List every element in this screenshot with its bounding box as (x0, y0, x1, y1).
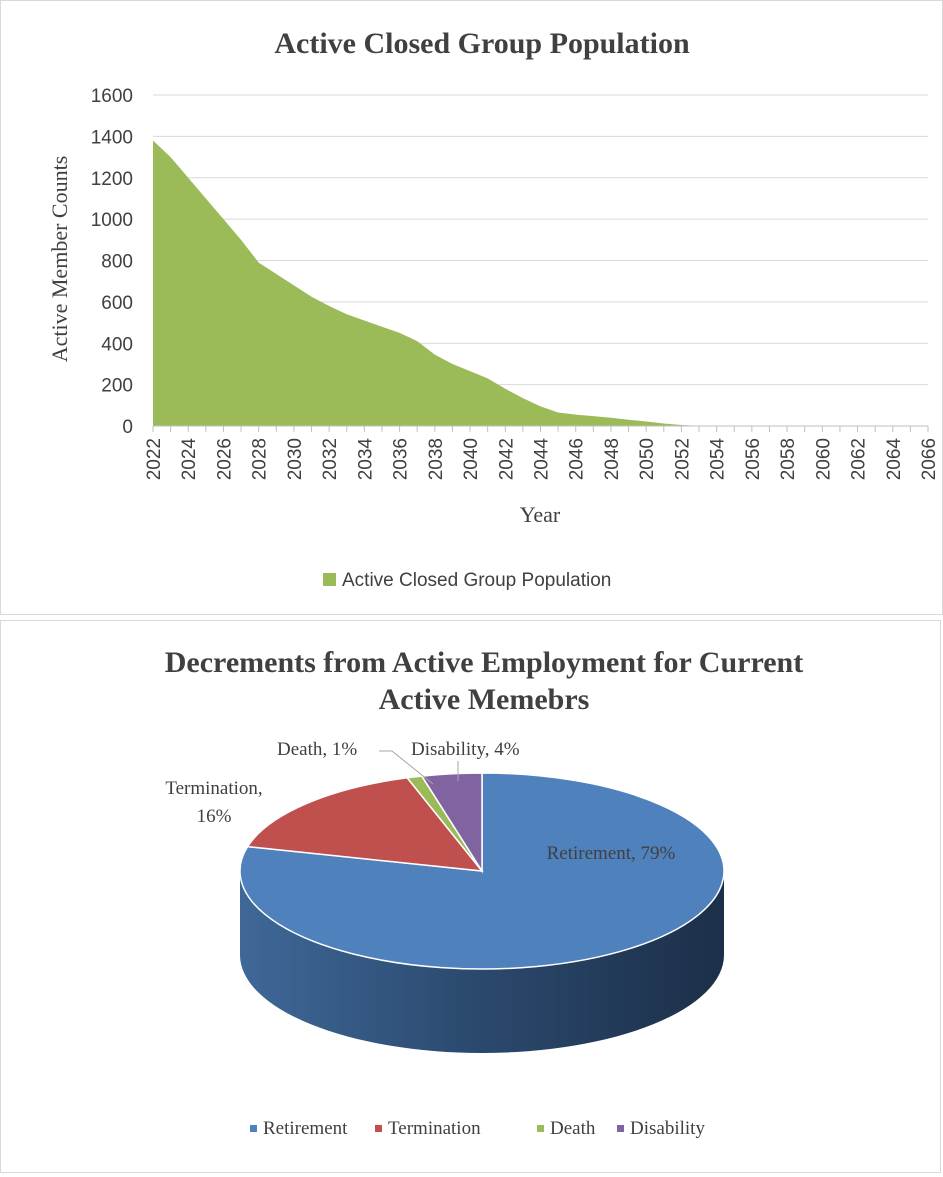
x-tick-label: 2066 (919, 438, 940, 480)
y-tick-label: 600 (101, 293, 133, 314)
y-tick-label: 0 (122, 417, 133, 438)
y-tick-label: 1600 (91, 86, 133, 107)
legend-label-termination: Termination (388, 1118, 481, 1139)
x-tick-label: 2024 (179, 438, 200, 481)
x-tick-label: 2042 (496, 438, 517, 480)
x-tick-label: 2060 (813, 438, 834, 480)
y-tick-label: 400 (101, 334, 133, 355)
data-label-disability: Disability, 4% (411, 739, 520, 760)
y-tick-label: 1400 (91, 127, 133, 148)
area-chart-title: Active Closed Group Population (274, 27, 690, 60)
data-label-termination-line-1: Termination, (165, 778, 262, 799)
legend-swatch-retirement (250, 1125, 257, 1132)
pie-slice-disability (420, 772, 483, 874)
x-tick-label: 2058 (778, 438, 799, 480)
x-tick-label: 2052 (672, 438, 693, 480)
x-tick-label: 2038 (426, 438, 447, 480)
pie-chart-panel: Decrements from Active Employment for Cu… (0, 620, 941, 1173)
x-tick-label: 2050 (637, 438, 658, 480)
pie-chart: Decrements from Active Employment for Cu… (165, 646, 803, 1139)
legend-label-death: Death (550, 1118, 596, 1139)
y-axis-label: Active Member Counts (47, 156, 72, 363)
legend-swatch-population (323, 573, 336, 586)
pie-slice-termination (246, 776, 484, 872)
x-tick-label: 2030 (285, 438, 306, 480)
data-label-death: Death, 1% (277, 739, 357, 760)
area-chart-panel: Active Closed Group Population Active Me… (0, 0, 943, 615)
legend-swatch-disability (617, 1125, 624, 1132)
x-tick-label: 2056 (743, 438, 764, 480)
x-tick-label: 2062 (849, 438, 870, 480)
pie-side-wall (240, 871, 724, 1053)
legend-swatch-termination (375, 1125, 382, 1132)
pie-legend: Retirement Termination Death Disability (250, 1118, 705, 1139)
y-tick-label: 200 (101, 376, 133, 397)
area-series-population (153, 140, 928, 426)
legend-label-population: Active Closed Group Population (342, 570, 611, 591)
y-tick-label: 1200 (91, 169, 133, 190)
legend-label-disability: Disability (630, 1118, 705, 1139)
legend-label-retirement: Retirement (263, 1118, 348, 1139)
x-tick-label: 2064 (884, 438, 905, 481)
pie-labels: Retirement, 79% Termination, 16% Death, … (165, 739, 675, 864)
data-label-termination-line-2: 16% (197, 806, 232, 827)
pie-chart-title-line-1: Decrements from Active Employment for Cu… (165, 646, 803, 679)
x-tick-label: 2036 (391, 438, 412, 480)
x-tick-label: 2044 (532, 438, 553, 481)
area-legend: Active Closed Group Population (323, 570, 611, 591)
data-label-retirement: Retirement, 79% (547, 843, 676, 864)
x-tick-label: 2040 (461, 438, 482, 480)
x-tick-label: 2026 (214, 438, 235, 480)
y-tick-label: 800 (101, 252, 133, 273)
x-tick-label: 2032 (320, 438, 341, 480)
x-tick-label: 2048 (602, 438, 623, 480)
x-tick-label: 2046 (567, 438, 588, 480)
x-tick-label: 2022 (144, 438, 165, 480)
x-tick-label: 2034 (355, 438, 376, 481)
x-tick-label: 2028 (250, 438, 271, 480)
x-axis-label: Year (520, 502, 561, 527)
x-tick-label: 2054 (708, 438, 729, 481)
y-tick-label: 1000 (91, 210, 133, 231)
legend-swatch-death (537, 1125, 544, 1132)
leader-line-death (379, 750, 434, 785)
pie-chart-title-line-2: Active Memebrs (379, 683, 590, 716)
area-chart: Active Closed Group Population Active Me… (47, 27, 940, 591)
